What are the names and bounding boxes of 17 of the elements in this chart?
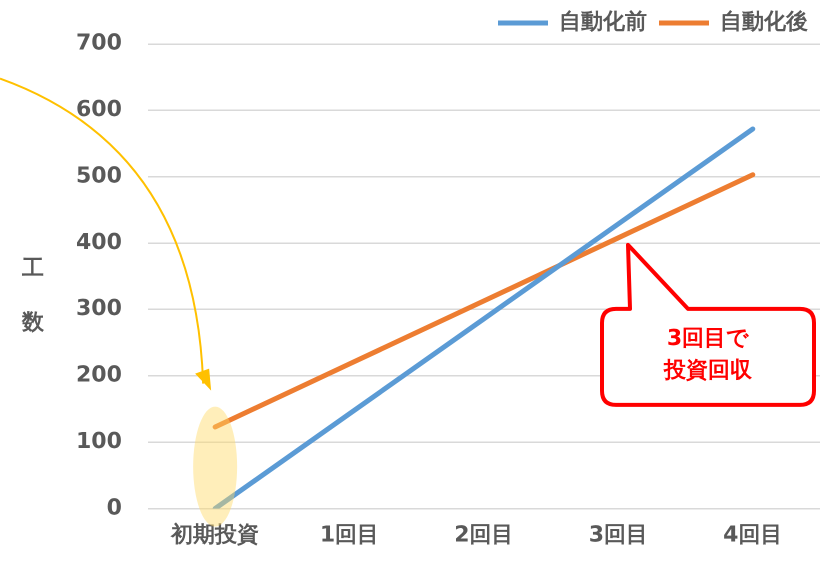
legend-label: 自動化後 [720,10,808,35]
y-tick-label: 0 [106,495,122,520]
y-tick-label: 100 [76,428,122,454]
x-tick-label: 2回目 [454,522,514,548]
y-tick-label: 600 [76,97,122,122]
x-tick-label: 初期投資 [170,522,260,548]
y-tick-label: 500 [76,163,122,188]
y-tick-label: 400 [76,230,122,255]
annotation: 3回目で投資回収 [662,324,753,385]
text: 工数 [22,256,44,336]
x-tick-label: 1回目 [320,522,380,548]
x-tick-label: 3回目 [588,522,648,548]
y-tick-label: 700 [76,30,122,56]
legend-label: 自動化前 [559,10,647,35]
y-tick-label: 300 [76,296,122,322]
x-tick-label: 4回目 [723,522,782,548]
y-tick-label: 200 [76,362,122,388]
